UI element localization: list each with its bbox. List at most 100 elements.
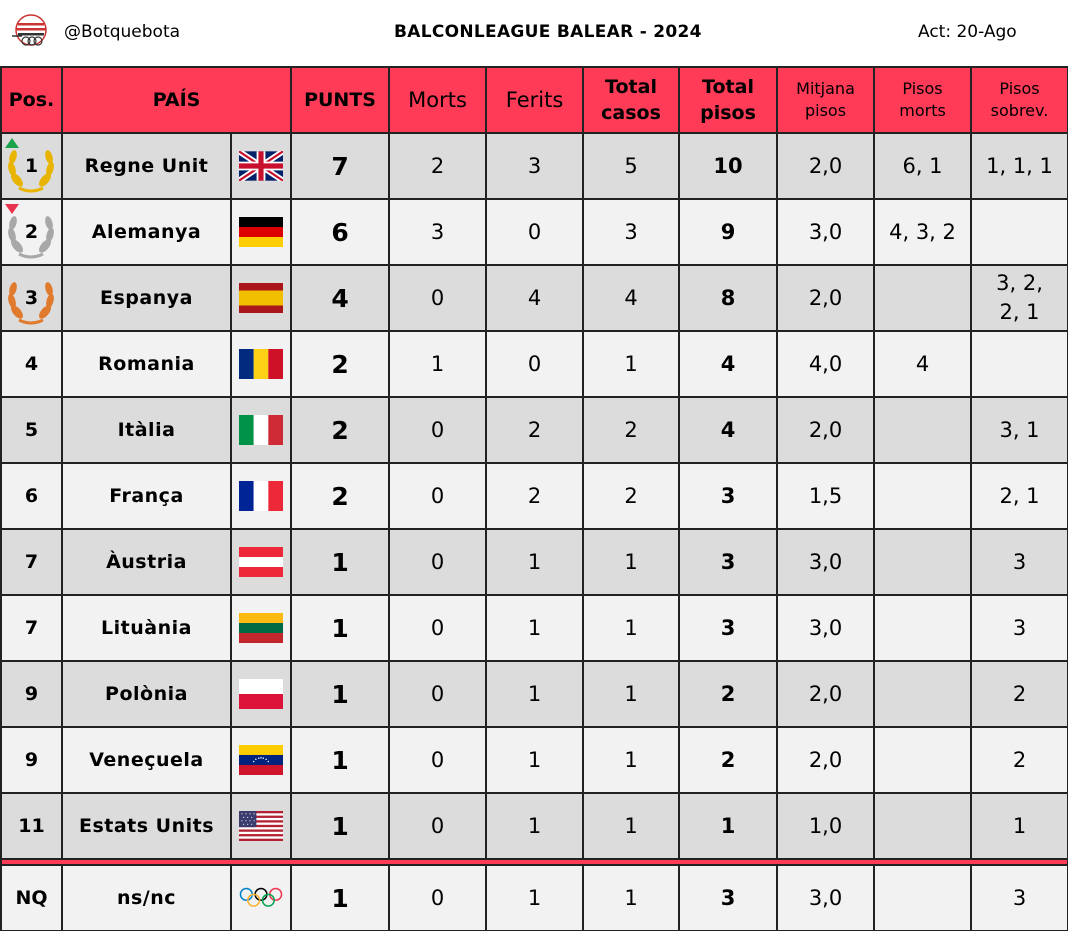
surv-floors-cell: 1 [970, 792, 1068, 860]
avg-floors-cell: 2,0 [776, 264, 876, 332]
dead-floors-cell [873, 660, 973, 728]
deaths-cell: 0 [388, 462, 488, 530]
country-name: Regne Unit [61, 132, 232, 200]
position-cell: 1 [0, 132, 63, 200]
position-cell: 11 [0, 792, 63, 860]
points-cell: 4 [290, 264, 391, 332]
col-injured: Ferits [485, 66, 585, 134]
total-floors-cell: 3 [678, 864, 779, 931]
austria-flag-icon [229, 528, 293, 596]
col-pos: Pos. [0, 66, 63, 134]
country-name: Àustria [61, 528, 232, 596]
total-cases-cell: 5 [582, 132, 681, 200]
balcony-logo-icon [12, 14, 47, 46]
avg-floors-cell: 2,0 [776, 726, 876, 794]
deaths-cell: 0 [388, 264, 488, 332]
country-name: Romania [61, 330, 232, 398]
avg-floors-cell: 3,0 [776, 528, 876, 596]
table-row: 9 Veneçuela 1 0 1 1 2 2,0 2 [0, 726, 1068, 794]
position-cell: 6 [0, 462, 63, 530]
country-name: Itàlia [61, 396, 232, 464]
usa-flag-icon [229, 792, 293, 860]
position-cell: 5 [0, 396, 63, 464]
surv-floors-cell: 2 [970, 726, 1068, 794]
trend-up-icon [5, 138, 19, 148]
bronze-laurel-wreath-icon [8, 282, 54, 325]
col-total-floors: Total pisos [678, 66, 779, 134]
deaths-cell: 1 [388, 330, 488, 398]
table-row-nq: NQ ns/nc 1 0 1 1 3 3,0 3 [0, 864, 1068, 931]
standings-table: Pos. PAÍS PUNTS Morts Ferits Total casos … [0, 66, 1068, 931]
points-cell: 2 [290, 462, 391, 530]
total-floors-cell: 3 [678, 528, 779, 596]
venezuela-flag-icon [229, 726, 293, 794]
dead-floors-cell [873, 528, 973, 596]
injured-cell: 3 [485, 132, 585, 200]
injured-cell: 0 [485, 330, 585, 398]
position-cell: 4 [0, 330, 63, 398]
country-name: Lituània [61, 594, 232, 662]
injured-cell: 1 [485, 594, 585, 662]
update-date: Act: 20-Ago [918, 22, 1017, 42]
total-floors-cell: 2 [678, 660, 779, 728]
col-deaths: Morts [388, 66, 488, 134]
dead-floors-cell [873, 792, 973, 860]
table-row: 7 Lituània 1 0 1 1 3 3,0 3 [0, 594, 1068, 662]
surv-floors-cell [970, 330, 1068, 398]
points-cell: 1 [290, 726, 391, 794]
surv-floors-cell: 3 [970, 528, 1068, 596]
surv-floors-cell: 1, 1, 1 [970, 132, 1068, 200]
dead-floors-cell [873, 726, 973, 794]
total-cases-cell: 3 [582, 198, 681, 266]
total-cases-cell: 2 [582, 462, 681, 530]
injured-cell: 1 [485, 660, 585, 728]
romania-flag-icon [229, 330, 293, 398]
trend-down-icon [5, 204, 19, 214]
france-flag-icon [229, 462, 293, 530]
table-row: 4 Romania 2 1 0 1 4 4,0 4 [0, 330, 1068, 398]
dead-floors-cell [873, 594, 973, 662]
dead-floors-cell [873, 264, 973, 332]
total-floors-cell: 4 [678, 330, 779, 398]
points-cell: 6 [290, 198, 391, 266]
table-row: 9 Polònia 1 0 1 1 2 2,0 2 [0, 660, 1068, 728]
table-row: 11 Estats Units 1 0 1 1 1 1,0 1 [0, 792, 1068, 860]
avg-floors-cell: 2,0 [776, 396, 876, 464]
dead-floors-cell: 4, 3, 2 [873, 198, 973, 266]
avg-floors-cell: 4,0 [776, 330, 876, 398]
country-name: Polònia [61, 660, 232, 728]
avg-floors-cell: 2,0 [776, 660, 876, 728]
position-cell: 7 [0, 594, 63, 662]
table-row: 5 Itàlia 2 0 2 2 4 2,0 3, 1 [0, 396, 1068, 464]
table-row: 7 Àustria 1 0 1 1 3 3,0 3 [0, 528, 1068, 596]
olympic-rings-icon [229, 864, 293, 931]
surv-floors-cell [970, 198, 1068, 266]
points-cell: 2 [290, 396, 391, 464]
deaths-cell: 0 [388, 726, 488, 794]
total-cases-cell: 1 [582, 528, 681, 596]
position-cell: 2 [0, 198, 63, 266]
position-cell: 7 [0, 528, 63, 596]
col-dead-floors: Pisos morts [873, 66, 973, 134]
country-name: França [61, 462, 232, 530]
country-name: Alemanya [61, 198, 232, 266]
dead-floors-cell [873, 462, 973, 530]
table-row: 2 Alemanya 6 3 0 3 9 3,0 4, 3, 2 [0, 198, 1068, 266]
deaths-cell: 0 [388, 528, 488, 596]
twitter-handle: @Botquebota [64, 22, 181, 42]
col-points: PUNTS [290, 66, 391, 134]
col-total-cases: Total casos [582, 66, 681, 134]
total-floors-cell: 9 [678, 198, 779, 266]
total-floors-cell: 10 [678, 132, 779, 200]
country-name: Espanya [61, 264, 232, 332]
avg-floors-cell: 3,0 [776, 198, 876, 266]
points-cell: 1 [290, 660, 391, 728]
italy-flag-icon [229, 396, 293, 464]
avg-floors-cell: 3,0 [776, 864, 876, 931]
injured-cell: 1 [485, 864, 585, 931]
header: @Botquebota BALCONLEAGUE BALEAR - 2024 A… [0, 0, 1068, 66]
dead-floors-cell: 6, 1 [873, 132, 973, 200]
dead-floors-cell [873, 396, 973, 464]
total-cases-cell: 1 [582, 864, 681, 931]
total-floors-cell: 4 [678, 396, 779, 464]
